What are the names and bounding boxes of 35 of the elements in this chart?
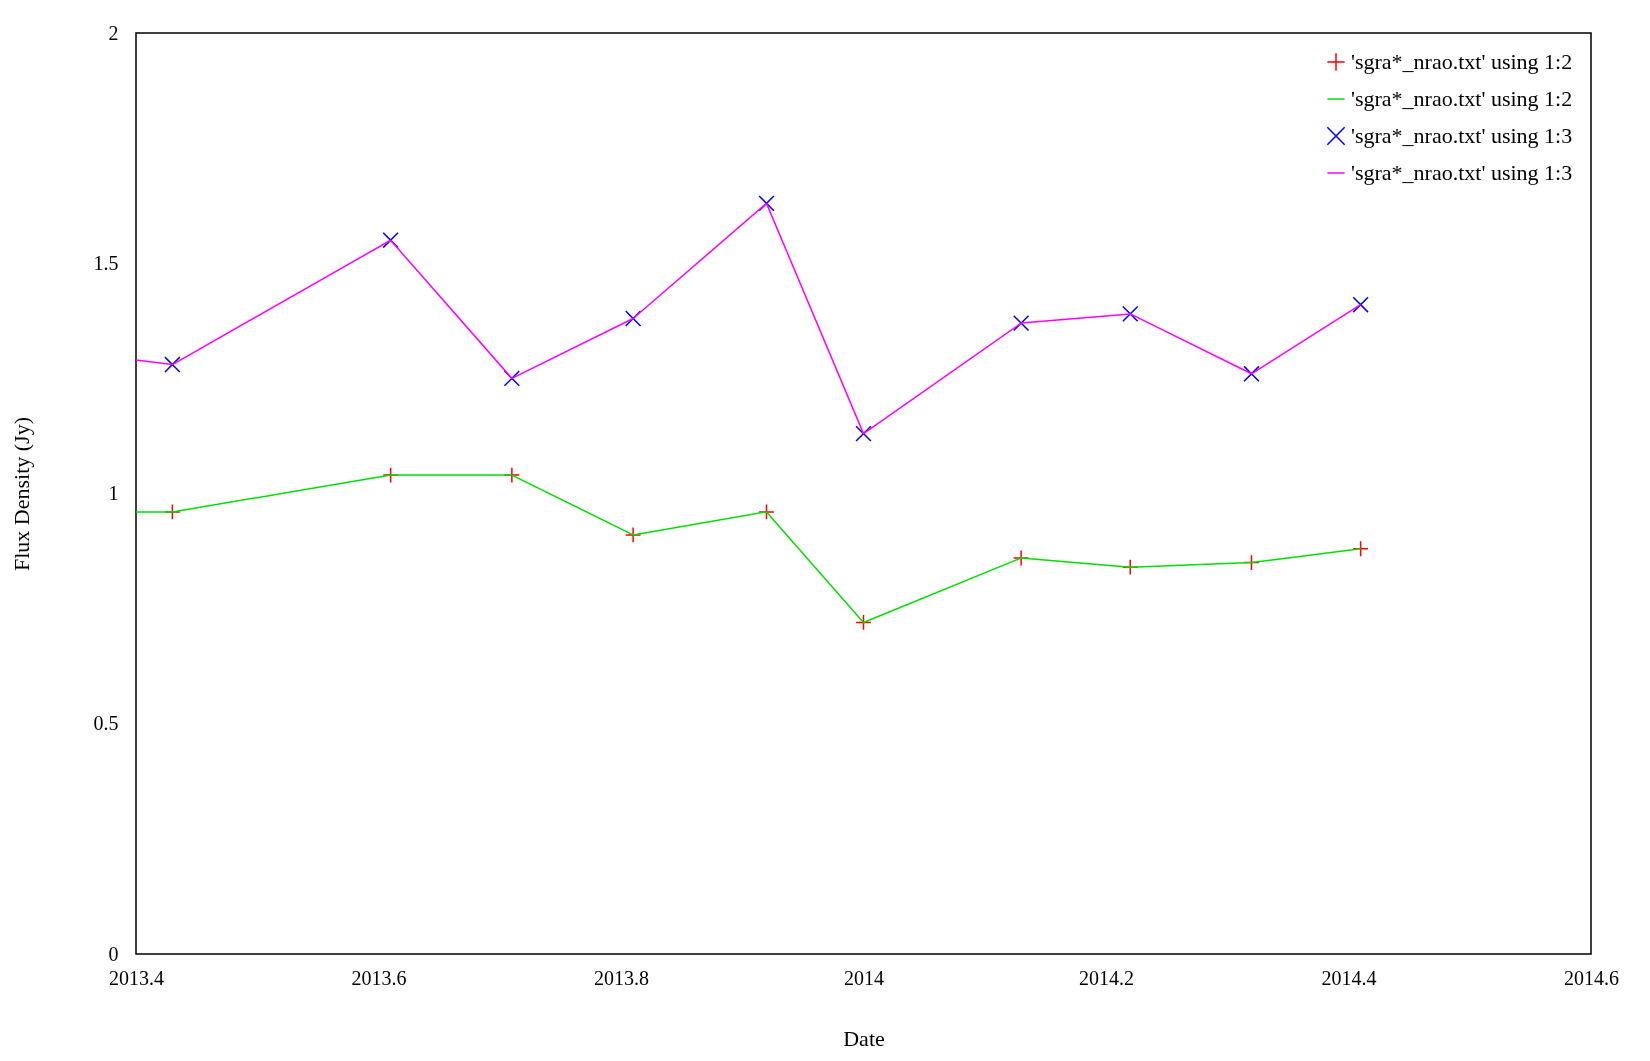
point <box>855 425 872 442</box>
x-tick-label: 2013.8 <box>594 966 649 989</box>
x-tick-label: 2014.4 <box>1321 966 1377 989</box>
legend-label: 'sgra*_nrao.txt' using 1:2 <box>1351 49 1573 74</box>
y-tick-label: 1 <box>108 482 119 504</box>
x-tick-label: 2014.2 <box>1079 966 1134 989</box>
point <box>855 614 872 631</box>
point <box>1352 296 1369 313</box>
point <box>1012 549 1030 567</box>
x-axis-title: Date <box>843 1025 885 1051</box>
point <box>1122 305 1139 323</box>
legend-label: 'sgra*_nrao.txt' using 1:3 <box>1351 160 1573 185</box>
legend-label: 'sgra*_nrao.txt' using 1:2 <box>1351 86 1573 111</box>
point <box>1352 540 1369 557</box>
legend-label: 'sgra*_nrao.txt' using 1:3 <box>1351 123 1573 148</box>
point <box>164 356 181 373</box>
point <box>624 310 642 327</box>
x-tick-label: 2013.4 <box>109 966 164 989</box>
point <box>624 526 642 544</box>
x-tick-label: 2014.6 <box>1564 966 1619 989</box>
line-series <box>135 474 1362 624</box>
y-tick-label: 0.5 <box>93 712 119 735</box>
point <box>382 232 399 249</box>
point <box>1243 365 1260 382</box>
point <box>758 503 775 521</box>
point <box>758 195 775 212</box>
point <box>1012 314 1030 332</box>
line-series <box>135 202 1362 435</box>
y-axis-title: Flux Density (Jy) <box>8 417 34 571</box>
y-tick-label: 1.5 <box>93 251 119 274</box>
point <box>503 370 521 387</box>
y-tick-label: 0 <box>108 942 119 965</box>
x-tick-label: 2013.6 <box>351 966 407 989</box>
y-tick-label: 2 <box>108 21 119 44</box>
x-tick-label: 2014 <box>844 966 884 989</box>
